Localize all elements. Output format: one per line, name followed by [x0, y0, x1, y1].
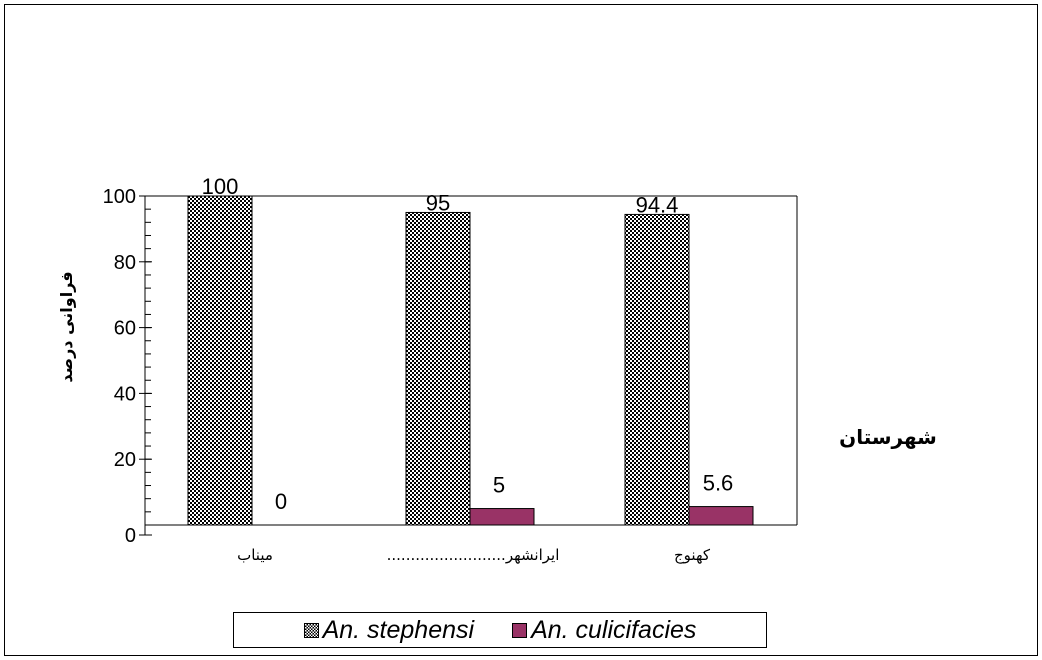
bars [187, 195, 754, 526]
data-label-stephensi: 94.4 [636, 192, 679, 217]
legend-item-stephensi: An. stephensi [303, 615, 475, 645]
bar-culicifacies [469, 508, 535, 526]
x-tick-label: ایرانشهر......................... [387, 546, 560, 564]
data-label-stephensi: 95 [426, 190, 450, 215]
data-labels: 100 0 95 5 94.4 5.6 [202, 174, 734, 514]
y-tick-label: 100 [103, 186, 136, 208]
y-tick-label: 40 [114, 383, 136, 405]
data-label-stephensi: 100 [202, 174, 239, 199]
y-axis: 0 20 40 60 80 100 [103, 186, 152, 547]
data-label-culicifacies: 5.6 [703, 471, 734, 496]
chart-frame [4, 4, 1038, 656]
x-tick-label: کهنوج [674, 546, 711, 565]
legend-label-culicifacies: An. culicifacies [531, 615, 697, 644]
y-tick-label: 80 [114, 252, 136, 274]
legend-label-stephensi: An. stephensi [322, 615, 475, 644]
legend: An. stephensi An. culicifacies [233, 612, 767, 648]
x-axis: میناب ایرانشهر......................... که… [237, 546, 711, 565]
y-axis-title: فراوانی درصد [57, 271, 76, 382]
data-label-culicifacies: 5 [493, 473, 505, 498]
legend-swatch-stephensi [303, 622, 319, 638]
x-axis-title: شهرستان [839, 425, 937, 449]
x-tick-label: میناب [237, 546, 273, 564]
bar-stephensi [405, 211, 471, 526]
bar-stephensi [187, 195, 253, 526]
data-label-culicifacies: 0 [275, 489, 287, 514]
bar-stephensi [624, 213, 690, 526]
legend-item-culicifacies: An. culicifacies [512, 616, 696, 645]
y-tick-label: 20 [114, 449, 136, 471]
y-tick-label: 60 [114, 318, 136, 340]
bar-culicifacies [688, 506, 754, 526]
legend-swatch-culicifacies [512, 622, 528, 638]
y-tick-label: 0 [125, 525, 136, 547]
